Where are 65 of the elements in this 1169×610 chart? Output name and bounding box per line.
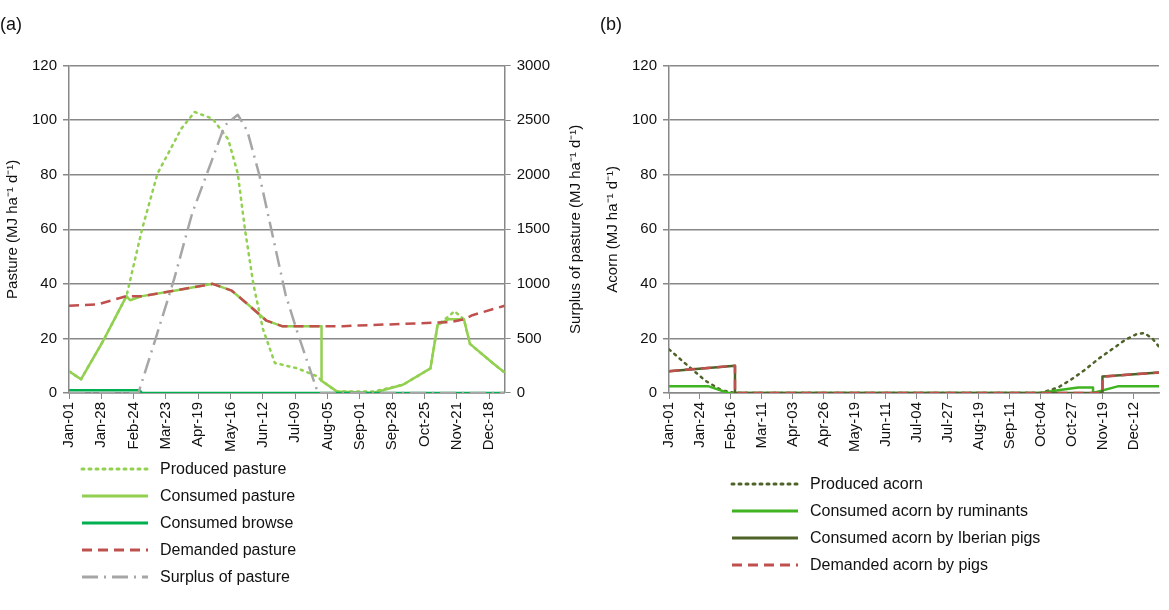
x-tick-label: Oct-25	[414, 401, 432, 447]
y-tick-label: 40	[40, 274, 58, 291]
x-tick-label: May-16	[220, 401, 238, 453]
legend-label: Demanded pasture	[160, 540, 297, 559]
y2-tick-label: 500	[516, 328, 542, 346]
y2-tick-label: 2500	[516, 110, 551, 128]
y-axis-title: Acorn (MJ ha⁻¹ d⁻¹)	[603, 165, 621, 293]
x-tick-label: Jan-01	[659, 401, 677, 448]
chart-title: (a)	[0, 13, 22, 34]
y-tick-label: 120	[32, 55, 58, 73]
x-tick-label: Nov-21	[446, 401, 464, 451]
x-tick-label: May-19	[844, 401, 862, 453]
x-tick-label: Mar-11	[752, 401, 770, 449]
legend-label: Demanded acorn by pigs	[810, 555, 988, 574]
y-tick-label: 80	[40, 164, 58, 182]
x-tick-label: Feb-16	[721, 401, 739, 450]
x-tick-label: Mar-23	[156, 401, 174, 450]
y2-tick-label: 0	[516, 383, 525, 401]
y-tick-label: 60	[40, 219, 58, 237]
legend-label: Consumed acorn by Iberian pigs	[810, 528, 1041, 547]
x-tick-label: Dec-12	[1123, 401, 1141, 451]
x-tick-label: Jun-11	[875, 401, 893, 447]
x-tick-label: Sep-28	[382, 401, 400, 451]
x-tick-label: Sep-01	[349, 401, 367, 451]
legend-label: Surplus of pasture	[160, 567, 290, 586]
x-tick-label: Apr-03	[783, 401, 801, 448]
legend-label: Consumed pasture	[160, 486, 296, 505]
y2-axis-title: Surplus of pasture (MJ ha⁻¹ d⁻¹)	[566, 124, 584, 334]
y-tick-label: 100	[632, 110, 658, 128]
x-tick-label: Jun-12	[253, 401, 271, 448]
legend-label: Produced acorn	[810, 474, 923, 493]
y-tick-label: 120	[632, 55, 658, 73]
x-tick-label: Aug-05	[317, 401, 335, 451]
y-tick-label: 0	[48, 383, 58, 401]
y-tick-label: 40	[640, 274, 658, 291]
x-tick-label: Feb-24	[123, 401, 141, 450]
y2-tick-label: 1500	[516, 219, 551, 237]
legend-label: Produced pasture	[160, 459, 287, 478]
y2-tick-label: 1000	[516, 274, 551, 291]
x-tick-label: Jan-24	[690, 401, 708, 448]
y-tick-label: 20	[640, 328, 658, 346]
x-tick-label: Apr-19	[188, 401, 206, 448]
y-axis-title: Pasture (MJ ha⁻¹ d⁻¹)	[3, 159, 21, 299]
y2-tick-label: 2000	[516, 164, 551, 182]
y-tick-label: 20	[40, 328, 58, 346]
y-tick-label: 80	[640, 164, 658, 182]
x-tick-label: Dec-18	[479, 401, 497, 451]
x-tick-label: Aug-19	[968, 401, 986, 451]
y2-tick-label: 3000	[516, 55, 551, 73]
x-tick-label: Jan-28	[91, 401, 109, 448]
x-tick-label: Oct-27	[1061, 401, 1079, 447]
x-tick-label: Jan-01	[59, 401, 77, 448]
y-tick-label: 0	[648, 383, 658, 401]
legend-label: Consumed acorn by ruminants	[810, 501, 1028, 520]
x-tick-label: Jul-27	[937, 401, 955, 443]
x-tick-label: Jul-04	[906, 401, 924, 443]
y-tick-label: 60	[640, 219, 658, 237]
x-tick-label: Apr-26	[813, 401, 831, 448]
x-tick-label: Oct-04	[1030, 401, 1048, 447]
legend-label: Consumed browse	[160, 513, 294, 532]
x-tick-label: Nov-19	[1092, 401, 1110, 451]
chart-title: (b)	[600, 13, 622, 34]
x-tick-label: Jul-09	[285, 401, 303, 443]
x-tick-label: Sep-11	[999, 401, 1017, 450]
y-tick-label: 100	[32, 110, 58, 128]
